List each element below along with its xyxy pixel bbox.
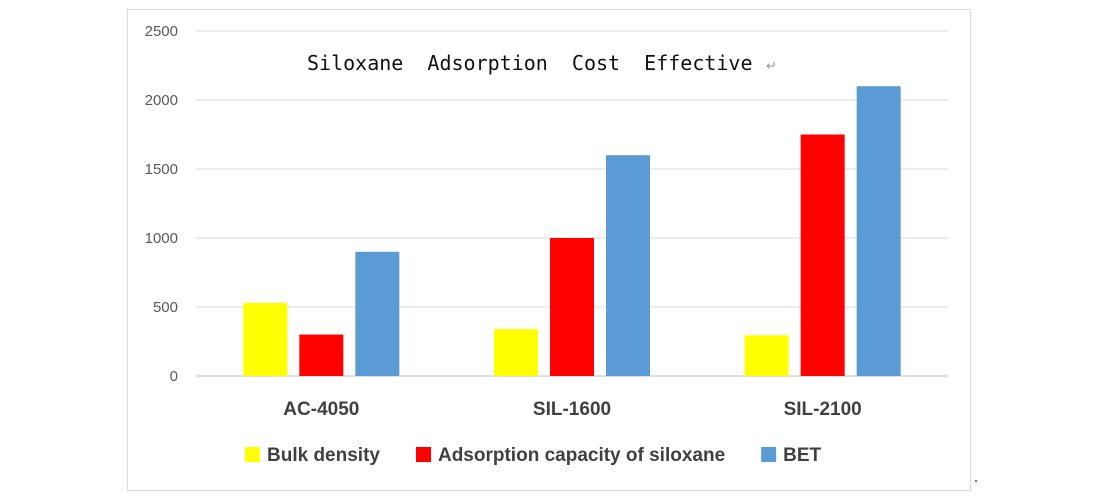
y-tick-label: 1500	[145, 161, 178, 178]
bar-adsorption-capacity-of-siloxane-ac-4050	[299, 334, 344, 376]
legend-label: Bulk density	[267, 445, 380, 466]
y-tick-label: 2000	[145, 92, 178, 109]
return-mark-icon: ↵	[766, 59, 777, 74]
bar-bet-sil-2100	[856, 86, 901, 376]
x-category-label: SIL-1600	[533, 399, 611, 420]
chart-title: Siloxane Adsorption Cost Effective	[307, 51, 753, 75]
x-category-label: AC-4050	[283, 399, 359, 420]
x-category-label: SIL-2100	[784, 399, 862, 420]
legend-label: BET	[783, 445, 821, 466]
y-tick-label: 1000	[145, 230, 178, 247]
legend: Bulk density Adsorption capacity of silox…	[245, 445, 822, 466]
y-tick-label: 0	[170, 368, 178, 385]
bar-bet-sil-1600	[606, 155, 650, 376]
legend-swatch	[415, 447, 431, 462]
bar-bet-ac-4050	[355, 251, 400, 376]
legend-swatch	[245, 447, 260, 462]
legend-swatch	[761, 447, 777, 462]
y-axis-ticks: 0 500 1000 1500 2000 2500	[145, 23, 178, 385]
bar-bulk-density-sil-2100	[744, 335, 789, 376]
y-tick-label: 2500	[145, 23, 178, 40]
bar-adsorption-capacity-of-siloxane-sil-2100	[800, 134, 845, 376]
bars	[243, 86, 901, 376]
bar-adsorption-capacity-of-siloxane-sil-1600	[550, 238, 594, 376]
bar-bulk-density-sil-1600	[494, 329, 538, 376]
x-axis-categories: AC-4050 SIL-1600 SIL-2100	[283, 399, 861, 420]
stray-dot	[975, 480, 977, 482]
y-tick-label: 500	[153, 299, 178, 316]
legend-label: Adsorption capacity of siloxane	[438, 445, 725, 466]
bar-bulk-density-ac-4050	[243, 302, 288, 376]
